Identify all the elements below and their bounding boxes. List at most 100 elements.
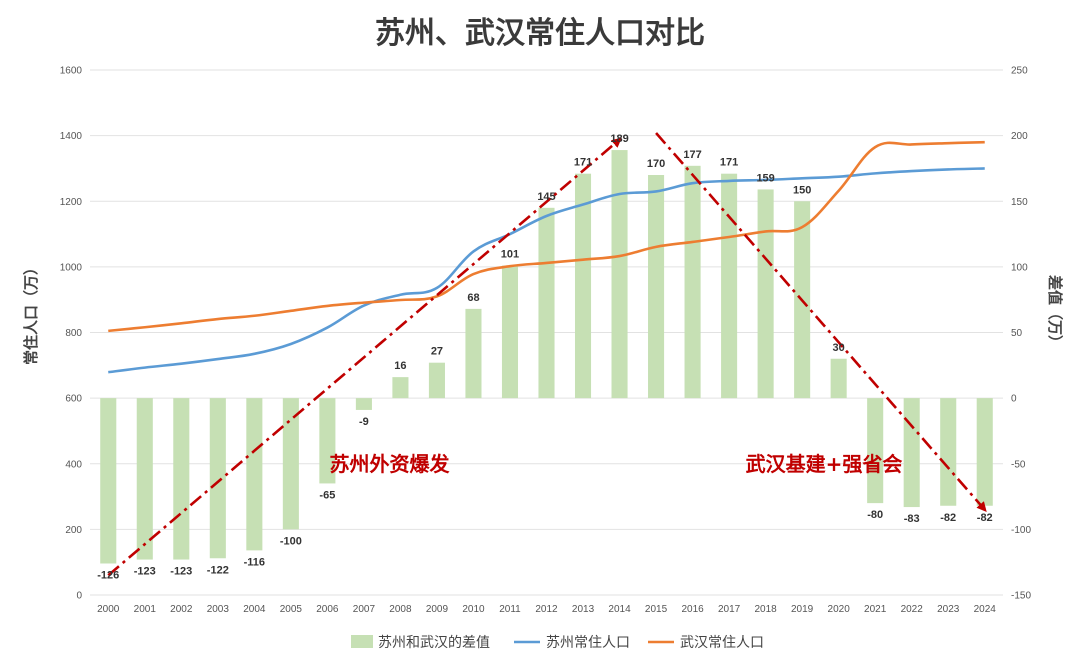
bar-data-label: -126 bbox=[97, 570, 119, 582]
x-axis-tick: 2024 bbox=[974, 604, 997, 615]
legend: 苏州和武汉的差值 苏州常住人口 武汉常住人口 bbox=[351, 635, 764, 651]
bar-data-label: 101 bbox=[501, 249, 519, 261]
difference-bar bbox=[830, 358, 847, 399]
x-axis-tick: 2014 bbox=[608, 604, 631, 615]
left-axis-tick: 1200 bbox=[60, 197, 83, 208]
bar-series bbox=[100, 150, 993, 564]
trend-arrows bbox=[107, 132, 987, 577]
bar-data-label: 145 bbox=[537, 191, 555, 203]
difference-bar bbox=[976, 398, 993, 506]
bar-data-label: -116 bbox=[244, 556, 265, 568]
bar-data-label: -123 bbox=[170, 566, 192, 578]
bar-data-label: -83 bbox=[904, 513, 920, 525]
bar-data-label: 159 bbox=[756, 172, 774, 184]
bar-data-label: 27 bbox=[431, 346, 443, 358]
difference-bar bbox=[501, 265, 519, 399]
difference-bar bbox=[465, 308, 482, 399]
bar-data-label: -82 bbox=[977, 512, 993, 524]
x-axis-tick: 2004 bbox=[243, 604, 266, 615]
x-axis-tick: 2016 bbox=[681, 604, 704, 615]
wuhan-population-line bbox=[108, 140, 985, 333]
x-axis-tick: 2013 bbox=[572, 604, 595, 615]
right-axis-tick: 200 bbox=[1011, 131, 1028, 142]
legend-bar-swatch bbox=[351, 635, 373, 648]
x-axis-tick: 2003 bbox=[207, 604, 230, 615]
x-axis-tick: 2006 bbox=[316, 604, 339, 615]
x-axis-tick: 2023 bbox=[937, 604, 960, 615]
left-axis-title: 常住人口（万） bbox=[22, 260, 40, 365]
x-axis-tick: 2020 bbox=[828, 604, 851, 615]
x-axis-tick: 2018 bbox=[754, 604, 777, 615]
bar-data-label: 150 bbox=[793, 184, 811, 196]
left-axis-tick: 1000 bbox=[60, 262, 83, 273]
difference-bar bbox=[392, 377, 409, 399]
x-axis-tick: 2000 bbox=[97, 604, 120, 615]
x-axis-tick: 2005 bbox=[280, 604, 303, 615]
right-axis-tick: 150 bbox=[1011, 197, 1028, 208]
right-axis-tick: -50 bbox=[1011, 459, 1026, 470]
suzhou-population-line bbox=[108, 167, 985, 374]
legend-wuhan-label: 武汉常住人口 bbox=[680, 635, 764, 651]
annotation-suzhou: 苏州外资爆发 bbox=[329, 452, 450, 476]
right-axis-tick: 250 bbox=[1011, 66, 1028, 77]
bar-data-label: -65 bbox=[319, 489, 335, 501]
x-axis-tick: 2021 bbox=[864, 604, 887, 615]
difference-bar bbox=[684, 165, 701, 399]
bar-data-label: 171 bbox=[720, 157, 738, 169]
difference-bar bbox=[574, 173, 592, 399]
bar-data-label: 170 bbox=[647, 158, 665, 170]
trend-arrow bbox=[107, 137, 622, 577]
right-axis-tick: 100 bbox=[1011, 262, 1028, 273]
x-axis-tick: 2012 bbox=[535, 604, 558, 615]
difference-bar bbox=[757, 189, 774, 399]
bar-data-label: 177 bbox=[683, 149, 701, 161]
left-axis-tick: 1600 bbox=[60, 66, 83, 77]
x-axis-tick: 2015 bbox=[645, 604, 668, 615]
difference-bar bbox=[100, 398, 117, 564]
annotation-wuhan: 武汉基建+强省会 bbox=[746, 452, 903, 476]
right-axis-tick: 50 bbox=[1011, 328, 1023, 339]
bar-data-label: -82 bbox=[940, 512, 956, 524]
right-axis-tick: -100 bbox=[1011, 525, 1031, 536]
difference-bar bbox=[136, 398, 153, 560]
right-axis-tick: -150 bbox=[1011, 591, 1031, 602]
chart-title: 苏州、武汉常住人口对比 bbox=[375, 16, 705, 51]
difference-bar bbox=[355, 398, 372, 410]
x-axis-tick: 2017 bbox=[718, 604, 741, 615]
trend-arrow bbox=[655, 132, 987, 512]
bar-data-label: -122 bbox=[207, 564, 229, 576]
left-axis-tick: 800 bbox=[65, 328, 82, 339]
right-axis-title: 差值（万） bbox=[1046, 275, 1064, 350]
difference-bar bbox=[428, 362, 445, 399]
left-axis-tick: 600 bbox=[65, 394, 82, 405]
x-axis-tick: 2001 bbox=[134, 604, 157, 615]
x-axis-tick: 2019 bbox=[791, 604, 814, 615]
bar-data-label: -80 bbox=[867, 509, 883, 521]
bar-data-label: -123 bbox=[134, 566, 156, 578]
legend-bar-label: 苏州和武汉的差值 bbox=[378, 635, 490, 651]
difference-bar bbox=[246, 398, 263, 551]
difference-bar bbox=[173, 398, 190, 560]
bar-data-label: 171 bbox=[574, 157, 592, 169]
difference-bar bbox=[209, 398, 226, 559]
legend-suzhou-label: 苏州常住人口 bbox=[546, 635, 630, 651]
annotations: 苏州外资爆发 武汉基建+强省会 bbox=[329, 452, 902, 476]
x-axis-tick: 2022 bbox=[901, 604, 924, 615]
difference-bar bbox=[648, 175, 665, 399]
bar-data-label: 68 bbox=[467, 292, 479, 304]
bar-data-label: -9 bbox=[359, 416, 369, 428]
difference-bar bbox=[282, 398, 299, 530]
x-axis-tick: 2007 bbox=[353, 604, 376, 615]
line-series bbox=[108, 140, 985, 374]
bar-data-label: 16 bbox=[394, 360, 406, 372]
left-axis-tick: 200 bbox=[65, 525, 82, 536]
x-axis-tick: 2008 bbox=[389, 604, 412, 615]
axes: 02004006008001000120014001600-150-100-50… bbox=[22, 66, 1064, 616]
x-axis-tick: 2011 bbox=[499, 604, 521, 615]
left-axis-tick: 400 bbox=[65, 459, 82, 470]
difference-bar bbox=[611, 150, 628, 399]
left-axis-tick: 1400 bbox=[60, 131, 83, 142]
difference-bar bbox=[538, 207, 555, 399]
difference-bar bbox=[867, 398, 884, 504]
bar-data-label: 30 bbox=[833, 342, 845, 354]
